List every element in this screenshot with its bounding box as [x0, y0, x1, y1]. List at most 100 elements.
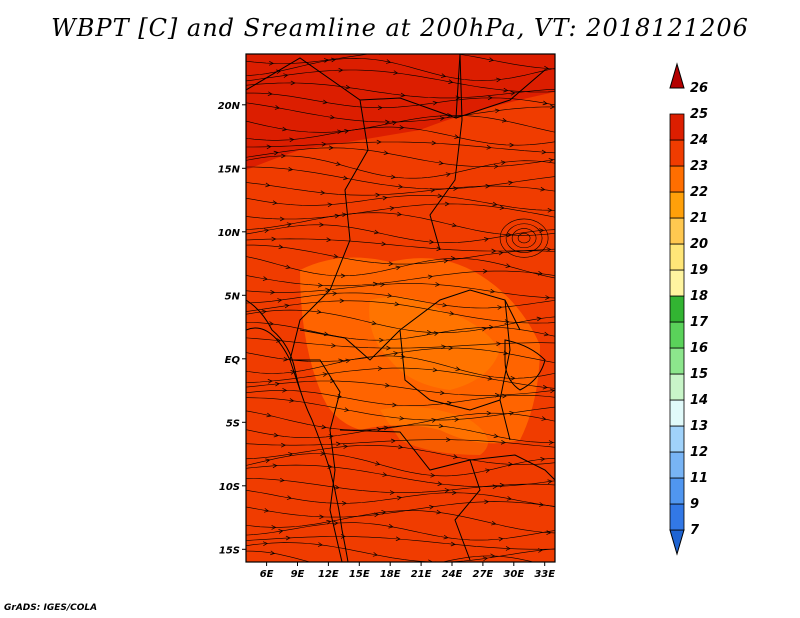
stream-arrow: [496, 77, 502, 83]
stream-arrow: [337, 129, 343, 135]
stream-arrow: [268, 60, 274, 66]
lon-tick-label: 15E: [349, 569, 370, 580]
stream-arrow: [487, 376, 493, 381]
stream-arrow: [373, 229, 380, 235]
stream-arrow: [540, 186, 546, 192]
stream-arrow: [273, 150, 279, 156]
stream-arrow: [435, 282, 441, 287]
stream-arrow: [383, 150, 389, 156]
stream-arrow: [331, 343, 337, 348]
lat-tick-label: 5S: [226, 418, 240, 429]
stream-arrow: [443, 258, 449, 264]
colorbar-label: 23: [690, 159, 708, 174]
stream-arrow: [340, 534, 346, 539]
streamline: [246, 270, 555, 287]
stream-arrow: [485, 468, 491, 474]
stream-arrow: [452, 454, 459, 459]
lat-tick-label: 15N: [218, 164, 241, 175]
stream-arrow: [492, 484, 498, 489]
coastline: [246, 299, 349, 562]
stream-arrow: [388, 582, 392, 586]
stream-arrow: [490, 288, 496, 294]
stream-arrow: [321, 424, 327, 430]
colorbar-swatch: [669, 191, 685, 219]
map-axes: 6E 9E 12E 15E 18E 21E 24E 27E 30E 33E 20N 15N 10N 5N E…: [218, 101, 556, 580]
stream-arrow: [267, 91, 273, 97]
stream-arrow: [335, 161, 341, 166]
stream-arrow: [485, 183, 491, 189]
stream-arrow: [542, 100, 548, 106]
lon-tick-label: 12E: [318, 569, 339, 580]
border-line: [290, 359, 343, 562]
border-line: [299, 289, 521, 361]
stream-arrow: [396, 211, 402, 217]
stream-arrow: [271, 525, 277, 530]
stream-arrow: [345, 84, 351, 90]
stream-arrow: [487, 95, 493, 101]
stream-arrow: [496, 341, 502, 347]
stream-arrow: [497, 305, 503, 310]
streamline: [246, 380, 555, 396]
stream-arrow: [542, 384, 548, 390]
stream-arrow: [505, 546, 511, 551]
streamline: [246, 82, 555, 99]
stream-arrow: [282, 388, 288, 393]
stream-arrow: [322, 372, 328, 377]
stream-arrow: [429, 239, 435, 245]
streamline: [246, 166, 555, 190]
border-line: [455, 69, 546, 119]
streamline: [246, 464, 555, 488]
stream-arrow: [433, 331, 439, 336]
stream-arrow: [283, 73, 289, 78]
stream-arrow: [484, 237, 490, 242]
stream-arrow: [375, 461, 381, 466]
stream-arrow: [388, 261, 394, 267]
stream-arrow: [454, 134, 460, 139]
stream-arrow: [381, 510, 387, 515]
streamline: [246, 155, 555, 179]
stream-arrow: [376, 139, 382, 145]
stream-arrow: [439, 390, 445, 396]
streamline: [246, 147, 555, 167]
border-line: [469, 454, 555, 481]
stream-arrow: [378, 337, 384, 343]
streamline: [246, 510, 555, 534]
stream-arrow: [290, 370, 296, 375]
stream-arrow: [455, 366, 461, 371]
stream-arrow: [505, 263, 511, 268]
stream-arrow: [499, 482, 505, 488]
stream-arrow: [394, 301, 400, 307]
colorbar-high-arrow: [669, 62, 685, 89]
colorbar-swatch: [669, 503, 685, 531]
stream-arrow: [387, 293, 393, 298]
stream-arrow: [279, 477, 285, 483]
stream-arrow: [375, 192, 381, 198]
stream-arrow: [484, 499, 490, 505]
stream-arrow: [492, 201, 498, 207]
lon-tick-label: 6E: [260, 569, 274, 580]
stream-arrow: [444, 488, 450, 493]
stream-arrow: [499, 205, 505, 210]
stream-arrow: [494, 108, 500, 114]
stream-arrow: [451, 222, 457, 228]
border-line: [399, 329, 501, 411]
colorbar-label: 15: [690, 367, 708, 382]
stream-arrow: [286, 495, 292, 500]
stream-arrow: [330, 378, 335, 384]
lon-tick-label: 24E: [442, 569, 463, 580]
colorbar-swatch: [669, 217, 685, 245]
stream-arrow: [274, 381, 280, 387]
temperature-field: [246, 54, 555, 562]
stream-arrow: [453, 186, 459, 191]
stream-arrow: [283, 356, 289, 362]
stream-arrow: [442, 302, 448, 308]
streamline: [246, 212, 555, 236]
lon-tick-label: 18E: [380, 569, 401, 580]
stream-arrow: [281, 442, 286, 448]
lon-tick-label: 9E: [291, 569, 305, 580]
stream-arrow: [389, 206, 395, 211]
stream-arrow: [500, 160, 506, 166]
stream-arrow: [270, 550, 276, 556]
stream-arrow: [268, 321, 274, 326]
stream-arrow: [548, 440, 554, 445]
